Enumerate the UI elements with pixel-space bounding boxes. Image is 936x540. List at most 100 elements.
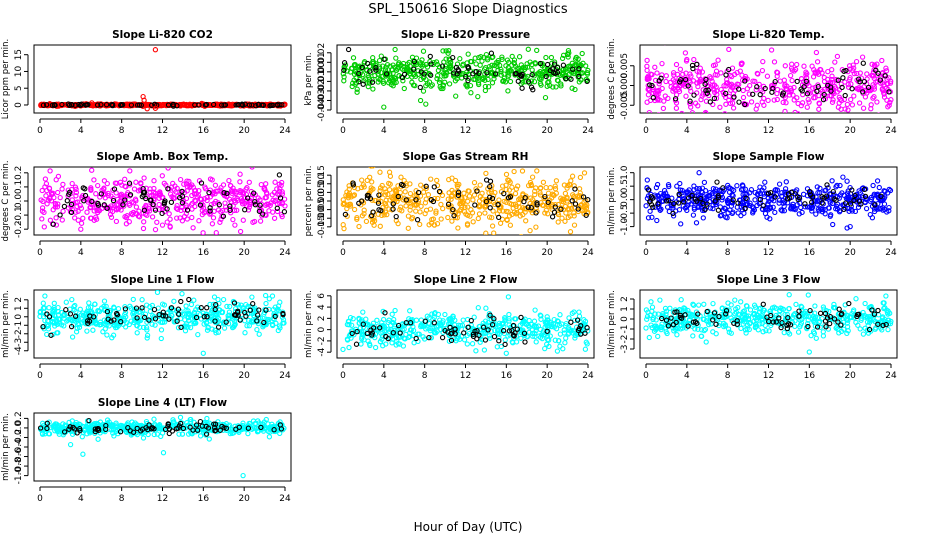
point bbox=[842, 79, 848, 85]
point-black bbox=[442, 327, 448, 334]
point-black bbox=[525, 204, 531, 210]
point bbox=[485, 84, 492, 90]
point bbox=[191, 297, 197, 303]
point bbox=[782, 108, 788, 113]
point bbox=[834, 53, 841, 60]
point bbox=[571, 183, 577, 189]
point-black bbox=[572, 186, 578, 192]
point bbox=[92, 320, 99, 327]
point bbox=[815, 190, 821, 196]
point bbox=[160, 319, 166, 325]
point-black bbox=[247, 307, 253, 313]
point bbox=[407, 190, 414, 197]
point bbox=[786, 92, 793, 98]
point bbox=[51, 300, 57, 306]
point-black bbox=[397, 330, 403, 336]
y-tick-label: -3 bbox=[14, 338, 24, 347]
point-black bbox=[224, 190, 230, 197]
point bbox=[281, 196, 288, 202]
point bbox=[717, 104, 723, 110]
x-tick-label: 12 bbox=[157, 248, 168, 258]
point bbox=[368, 185, 374, 191]
point bbox=[249, 167, 255, 170]
point bbox=[502, 316, 508, 322]
point-black bbox=[72, 102, 78, 108]
point bbox=[113, 206, 119, 212]
point-black bbox=[359, 64, 365, 71]
point bbox=[718, 86, 724, 93]
x-tick-label: 4 bbox=[684, 126, 690, 136]
point-black bbox=[364, 195, 371, 201]
point-black bbox=[235, 312, 241, 318]
point bbox=[516, 65, 522, 72]
point bbox=[275, 303, 282, 309]
point-outlier bbox=[464, 222, 471, 228]
point bbox=[576, 309, 582, 315]
point bbox=[349, 322, 355, 328]
point bbox=[237, 179, 243, 185]
point bbox=[270, 209, 276, 215]
point bbox=[686, 187, 692, 193]
x-tick-label: 16 bbox=[804, 126, 816, 136]
point bbox=[810, 329, 817, 335]
point bbox=[410, 82, 417, 88]
point bbox=[211, 294, 218, 300]
point bbox=[648, 299, 654, 305]
point bbox=[868, 194, 875, 201]
point bbox=[445, 214, 451, 221]
point bbox=[55, 308, 61, 315]
point bbox=[228, 210, 234, 216]
point-black bbox=[221, 190, 227, 196]
point bbox=[442, 63, 449, 69]
point bbox=[137, 187, 143, 193]
x-tick-label: 20 bbox=[238, 126, 250, 136]
x-tick-label: 0 bbox=[37, 248, 43, 258]
point bbox=[645, 76, 651, 82]
point bbox=[690, 301, 696, 307]
point bbox=[420, 88, 427, 94]
point bbox=[405, 225, 411, 231]
point bbox=[159, 173, 165, 179]
point bbox=[578, 202, 584, 209]
point bbox=[376, 57, 383, 64]
x-tick-label: 12 bbox=[157, 126, 168, 136]
point bbox=[557, 331, 564, 337]
point-black bbox=[77, 102, 84, 108]
point bbox=[184, 178, 190, 184]
point-black bbox=[252, 199, 258, 205]
point bbox=[687, 71, 693, 77]
point bbox=[400, 197, 406, 203]
point bbox=[676, 88, 683, 95]
point bbox=[238, 195, 245, 202]
point bbox=[523, 218, 529, 224]
point bbox=[740, 87, 746, 94]
point bbox=[562, 203, 569, 210]
point bbox=[801, 63, 807, 69]
point bbox=[849, 208, 855, 214]
point-black bbox=[61, 203, 68, 210]
point bbox=[774, 73, 780, 79]
point-black bbox=[272, 313, 278, 320]
point-black bbox=[207, 208, 213, 214]
point bbox=[101, 178, 108, 184]
point-black bbox=[192, 102, 198, 108]
point bbox=[361, 211, 367, 217]
point bbox=[407, 333, 413, 340]
point bbox=[699, 207, 706, 214]
point bbox=[78, 220, 85, 226]
point-black bbox=[865, 84, 872, 91]
point bbox=[653, 91, 660, 98]
point bbox=[250, 219, 256, 225]
point-black bbox=[757, 91, 763, 98]
point-black bbox=[126, 180, 133, 186]
point-black bbox=[201, 314, 207, 320]
point-black bbox=[176, 311, 182, 317]
point bbox=[877, 112, 881, 113]
point-outlier bbox=[152, 105, 159, 111]
x-tick-label: 24 bbox=[885, 248, 897, 258]
point bbox=[257, 218, 264, 224]
point bbox=[498, 69, 504, 75]
point bbox=[62, 312, 68, 318]
point bbox=[347, 314, 354, 321]
